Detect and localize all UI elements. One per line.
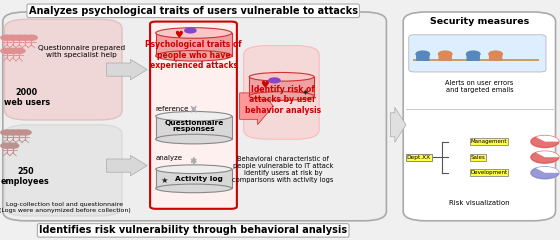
Ellipse shape [156, 111, 232, 121]
Circle shape [466, 51, 480, 57]
Circle shape [531, 136, 559, 148]
Bar [249, 77, 314, 96]
Circle shape [19, 35, 31, 40]
Text: Development: Development [470, 170, 507, 175]
Circle shape [25, 35, 37, 40]
Circle shape [1, 48, 13, 54]
Text: Log-collection tool and questionnaire
(Logs were anonymized before collection): Log-collection tool and questionnaire (L… [0, 202, 130, 213]
Bar [156, 116, 232, 139]
Wedge shape [536, 136, 559, 142]
Circle shape [13, 48, 25, 54]
FancyArrow shape [106, 60, 147, 80]
Circle shape [531, 151, 559, 163]
Circle shape [416, 51, 430, 57]
Circle shape [531, 151, 559, 163]
FancyBboxPatch shape [466, 55, 480, 61]
FancyBboxPatch shape [150, 22, 237, 209]
Text: Sales: Sales [470, 155, 485, 160]
Text: Identifies risk vulnerability through behavioral analysis: Identifies risk vulnerability through be… [39, 225, 347, 235]
FancyBboxPatch shape [244, 46, 319, 139]
Circle shape [438, 51, 452, 57]
Circle shape [531, 136, 559, 148]
FancyBboxPatch shape [3, 12, 386, 221]
Text: Risk visualization: Risk visualization [449, 200, 510, 206]
Circle shape [269, 78, 280, 83]
Bar [413, 59, 539, 61]
Circle shape [7, 130, 18, 135]
Wedge shape [536, 167, 559, 173]
Circle shape [7, 48, 18, 54]
Ellipse shape [156, 184, 232, 193]
Text: Psychological traits of
people who have
experienced attacks: Psychological traits of people who have … [146, 40, 242, 70]
Ellipse shape [249, 72, 314, 81]
Text: Questionnaire prepared
with specialist help: Questionnaire prepared with specialist h… [38, 45, 125, 58]
Ellipse shape [156, 165, 232, 174]
Circle shape [7, 35, 18, 40]
FancyBboxPatch shape [409, 35, 546, 72]
Text: ♥: ♥ [174, 30, 183, 40]
Text: ★: ★ [160, 176, 168, 185]
Text: 250
employees: 250 employees [1, 167, 50, 186]
Text: 2000
web users: 2000 web users [4, 88, 50, 107]
FancyBboxPatch shape [4, 125, 122, 216]
FancyArrow shape [106, 156, 147, 176]
Ellipse shape [249, 92, 314, 100]
Text: Identify risk of
attacks by user
behavior analysis: Identify risk of attacks by user behavio… [245, 85, 321, 114]
Circle shape [1, 130, 13, 135]
Bar [156, 33, 232, 56]
Text: Alerts on user errors
and targeted emails: Alerts on user errors and targeted email… [445, 80, 514, 93]
Circle shape [1, 35, 13, 40]
FancyBboxPatch shape [4, 19, 122, 120]
Text: Behavioral characteristic of
people vulnerable to IT attack
Identify users at ri: Behavioral characteristic of people vuln… [232, 156, 334, 183]
Circle shape [13, 35, 25, 40]
Circle shape [7, 143, 18, 148]
FancyArrow shape [240, 87, 273, 125]
Text: Analyzes psychological traits of users vulnerable to attacks: Analyzes psychological traits of users v… [29, 6, 358, 16]
Ellipse shape [156, 134, 232, 144]
Circle shape [19, 130, 31, 135]
Circle shape [13, 130, 25, 135]
Circle shape [531, 167, 559, 179]
Text: ♥: ♥ [260, 80, 269, 90]
FancyBboxPatch shape [489, 55, 502, 61]
Circle shape [185, 28, 196, 33]
Ellipse shape [156, 28, 232, 38]
Text: Management: Management [470, 139, 507, 144]
FancyBboxPatch shape [438, 55, 452, 61]
Text: reference: reference [156, 106, 189, 112]
Circle shape [489, 51, 502, 57]
Text: Security measures: Security measures [430, 17, 529, 26]
Ellipse shape [156, 51, 232, 61]
Circle shape [531, 167, 559, 179]
Text: analyze: analyze [156, 156, 183, 161]
Circle shape [1, 143, 13, 148]
Text: ✦: ✦ [302, 87, 309, 96]
Wedge shape [536, 151, 559, 157]
FancyBboxPatch shape [403, 12, 556, 221]
FancyBboxPatch shape [416, 55, 430, 61]
Bar [156, 169, 232, 188]
Text: Activity log: Activity log [175, 176, 223, 182]
Text: Questionnaire
responses: Questionnaire responses [164, 120, 223, 132]
FancyArrow shape [390, 108, 406, 142]
Text: Dept.XX: Dept.XX [407, 155, 431, 160]
